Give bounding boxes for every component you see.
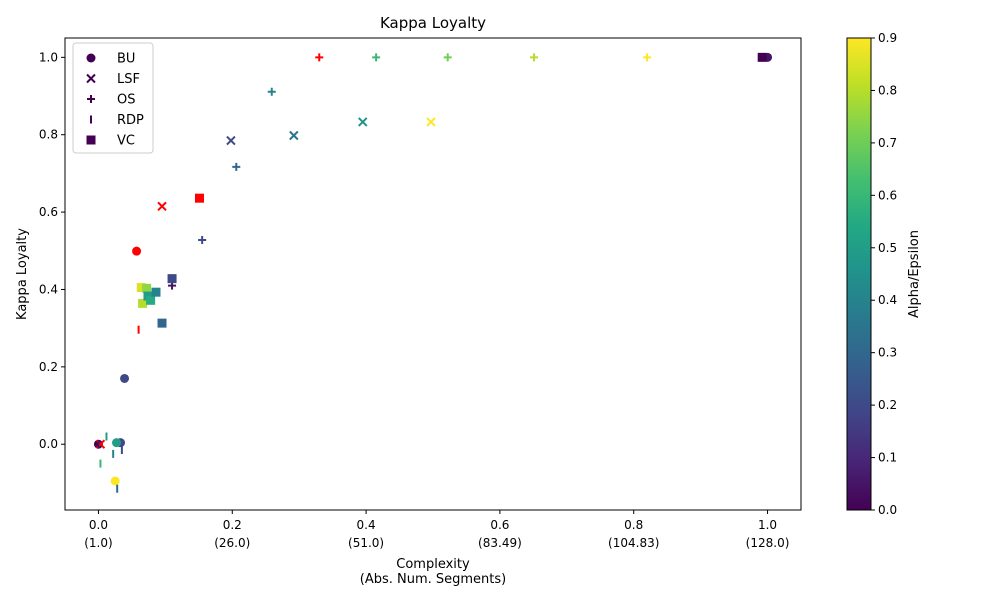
y-axis-ticks: 0.0 0.2 0.4 0.6 0.8 1.0 <box>39 50 65 451</box>
data-point-lsf <box>289 130 299 141</box>
data-point-os <box>530 53 539 62</box>
data-point-vc <box>142 283 152 293</box>
legend: BU LSF OS RDP VC <box>72 42 154 154</box>
colorbar-tick-label: 0.0 <box>878 503 897 517</box>
x-tick-label: 0.4 <box>357 518 376 532</box>
legend-label: VC <box>117 134 135 149</box>
colorbar-tick-label: 0.8 <box>878 83 897 97</box>
data-point-vc <box>138 298 148 308</box>
legend-marker-lsf <box>86 73 96 84</box>
colorbar-tick-label: 0.9 <box>878 31 897 45</box>
colorbar <box>846 37 872 511</box>
colorbar-tick-label: 0.1 <box>878 451 897 465</box>
colorbar-tick-label: 0.6 <box>878 188 897 202</box>
data-point-os <box>267 87 276 96</box>
data-points <box>93 52 773 493</box>
data-point-vc <box>151 287 161 297</box>
data-point-vc <box>167 274 177 284</box>
legend-label: BU <box>117 52 135 67</box>
data-point-bu <box>132 246 142 256</box>
data-point-os <box>372 53 381 62</box>
legend-box <box>72 42 154 154</box>
y-tick-label: 0.8 <box>39 128 58 142</box>
legend-label: OS <box>117 93 135 108</box>
y-tick-label: 1.0 <box>39 50 58 64</box>
data-point-os <box>232 162 241 171</box>
data-point-bu <box>112 438 122 448</box>
data-point-lsf <box>226 135 236 146</box>
legend-marker-os <box>87 95 95 103</box>
x-tick-label: 0.0 <box>89 518 108 532</box>
x-axis-label-line2: (Abs. Num. Segments) <box>360 572 507 587</box>
data-point-os <box>643 53 652 62</box>
x-tick-sublabel: (1.0) <box>84 536 112 550</box>
legend-marker-vc <box>86 135 96 145</box>
x-tick-sublabel: (128.0) <box>746 536 790 550</box>
y-tick-label: 0.4 <box>39 282 58 296</box>
x-axis-ticks: 0.0 (1.0) 0.2 (26.0) 0.4 (51.0) 0.6 (83.49) 0.8 (… <box>84 510 789 550</box>
data-point-bu <box>110 476 120 486</box>
data-point-lsf <box>157 201 167 212</box>
data-point-lsf <box>426 117 436 127</box>
data-point-bu <box>120 373 130 383</box>
colorbar-label: Alpha/Epsilon <box>907 230 922 318</box>
colorbar-tick-label: 0.3 <box>878 346 897 360</box>
x-tick-sublabel: (51.0) <box>348 536 384 550</box>
y-tick-label: 0.0 <box>39 437 58 451</box>
data-point-lsf <box>358 117 368 127</box>
colorbar-tick-label: 0.2 <box>878 398 897 412</box>
data-point-vc <box>136 283 146 293</box>
y-axis-label: Kappa Loyalty <box>15 228 30 320</box>
y-tick-label: 0.2 <box>39 360 58 374</box>
x-tick-label: 1.0 <box>758 518 777 532</box>
colorbar-ticks: 0.0 0.1 0.2 0.3 0.4 0.5 0.6 0.7 0.8 0.9 <box>871 31 897 517</box>
data-point-vc <box>757 52 767 62</box>
chart-title: Kappa Loyalty <box>380 14 486 32</box>
data-point-os <box>315 53 324 62</box>
x-tick-label: 0.6 <box>490 518 509 532</box>
colorbar-tick-label: 0.5 <box>878 241 897 255</box>
data-point-os <box>443 53 452 62</box>
x-tick-sublabel: (83.49) <box>478 536 522 550</box>
data-point-vc <box>157 318 167 328</box>
colorbar-tick-label: 0.4 <box>878 293 897 307</box>
x-tick-sublabel: (104.83) <box>608 536 659 550</box>
data-point-os <box>198 235 207 244</box>
x-tick-sublabel: (26.0) <box>214 536 250 550</box>
x-tick-label: 0.8 <box>624 518 643 532</box>
colorbar-tick-label: 0.7 <box>878 136 897 150</box>
x-axis-label-line1: Complexity <box>396 557 470 572</box>
legend-marker-bu <box>86 53 96 63</box>
legend-label: LSF <box>117 72 140 87</box>
plot-area <box>64 37 802 511</box>
y-tick-label: 0.6 <box>39 205 58 219</box>
legend-label: RDP <box>117 113 144 128</box>
data-point-vc <box>194 193 204 203</box>
x-tick-label: 0.2 <box>223 518 242 532</box>
data-point-vc <box>146 295 156 305</box>
